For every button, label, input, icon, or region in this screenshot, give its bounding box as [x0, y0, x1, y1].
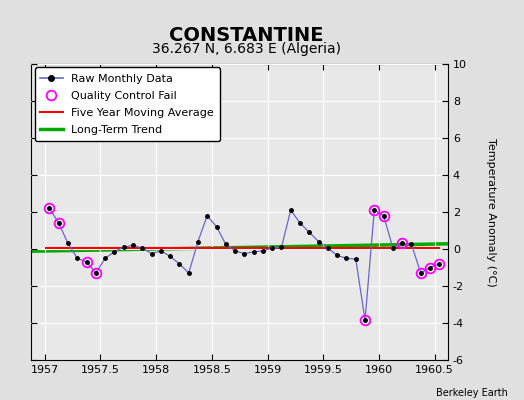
Legend: Raw Monthly Data, Quality Control Fail, Five Year Moving Average, Long-Term Tren: Raw Monthly Data, Quality Control Fail, … — [35, 67, 220, 141]
Text: Berkeley Earth: Berkeley Earth — [436, 388, 508, 398]
Y-axis label: Temperature Anomaly (°C): Temperature Anomaly (°C) — [486, 138, 496, 286]
Text: CONSTANTINE: CONSTANTINE — [169, 26, 323, 45]
Text: 36.267 N, 6.683 E (Algeria): 36.267 N, 6.683 E (Algeria) — [152, 42, 341, 56]
